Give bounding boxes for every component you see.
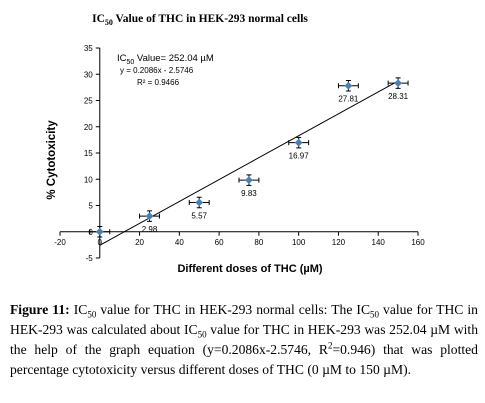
y-tick-label: -5 <box>86 254 94 263</box>
y-tick-label: 5 <box>88 202 93 211</box>
y-tick-label: 30 <box>84 70 93 79</box>
y-tick-label: 10 <box>84 175 93 184</box>
chart-svg: IC50 Value of THC in HEK-293 normal cell… <box>46 13 425 275</box>
x-tick-label: 80 <box>254 238 263 247</box>
data-label: 27.81 <box>338 95 359 104</box>
data-points <box>95 79 403 236</box>
figure-label: Figure 11: <box>10 302 70 317</box>
caption-text: value for THC in HEK-293 was calculated … <box>10 302 478 337</box>
data-point <box>245 176 253 185</box>
ic50-annotation: IC50 Value= 252.04 µM <box>117 53 214 66</box>
caption-subscript: 50 <box>87 309 97 320</box>
caption-subscript: 50 <box>197 329 207 340</box>
r-squared-annotation: R² = 0.9466 <box>137 78 180 87</box>
y-axis-title: % Cytotoxicity <box>46 120 58 200</box>
x-tick-label: 20 <box>135 238 144 247</box>
x-tick-label: 160 <box>411 238 425 247</box>
caption-text: value for THC in HEK-293 was 252.04 µM w… <box>10 322 478 357</box>
y-tick-label: 35 <box>84 44 93 53</box>
trendline <box>99 80 399 246</box>
chart-title: IC50 Value of THC in HEK-293 normal cell… <box>92 13 308 27</box>
point-labels: 2.98 5.57 9.83 16.97 27.81 28.31 <box>142 92 409 234</box>
y-tick-label: 25 <box>84 97 93 106</box>
data-label: 2.98 <box>142 225 158 234</box>
trendline-path <box>99 80 399 246</box>
x-tick-label: -20 <box>54 238 66 247</box>
data-label: 28.31 <box>388 92 409 101</box>
x-tick-label: 140 <box>372 238 386 247</box>
data-point <box>294 138 303 147</box>
x-tick-label: 120 <box>332 238 346 247</box>
figure-caption: Figure 11: IC50 value for THC in HEK-293… <box>10 300 478 380</box>
data-point <box>394 79 403 88</box>
data-point <box>95 227 104 236</box>
caption-subscript: 50 <box>370 309 380 320</box>
data-point <box>344 81 353 90</box>
x-tick-label: 0 <box>98 238 103 247</box>
data-label: 16.97 <box>289 152 310 161</box>
y-tick-label: 15 <box>84 149 93 158</box>
chart-area: IC50 Value of THC in HEK-293 normal cell… <box>46 13 425 275</box>
x-tick-label: 60 <box>215 238 224 247</box>
data-label: 5.57 <box>191 212 207 221</box>
y-tick-label: 20 <box>84 123 93 132</box>
caption-text: IC <box>69 302 88 317</box>
x-axis-title: Different doses of THC (µM) <box>177 263 322 275</box>
data-point <box>145 212 154 221</box>
equation-annotation: y = 0.2086x - 2.5746 <box>120 66 194 75</box>
caption-text: value for THC in HEK-293 normal cells: T… <box>96 302 371 317</box>
data-point <box>195 198 204 207</box>
x-tick-label: 40 <box>175 238 184 247</box>
axes <box>59 47 419 259</box>
x-tick-label: 100 <box>292 238 306 247</box>
caption-superscript: 2 <box>327 340 333 351</box>
data-label: 9.83 <box>241 189 257 198</box>
caption-text: =0.946) that was plotted percentage cyto… <box>10 342 478 377</box>
